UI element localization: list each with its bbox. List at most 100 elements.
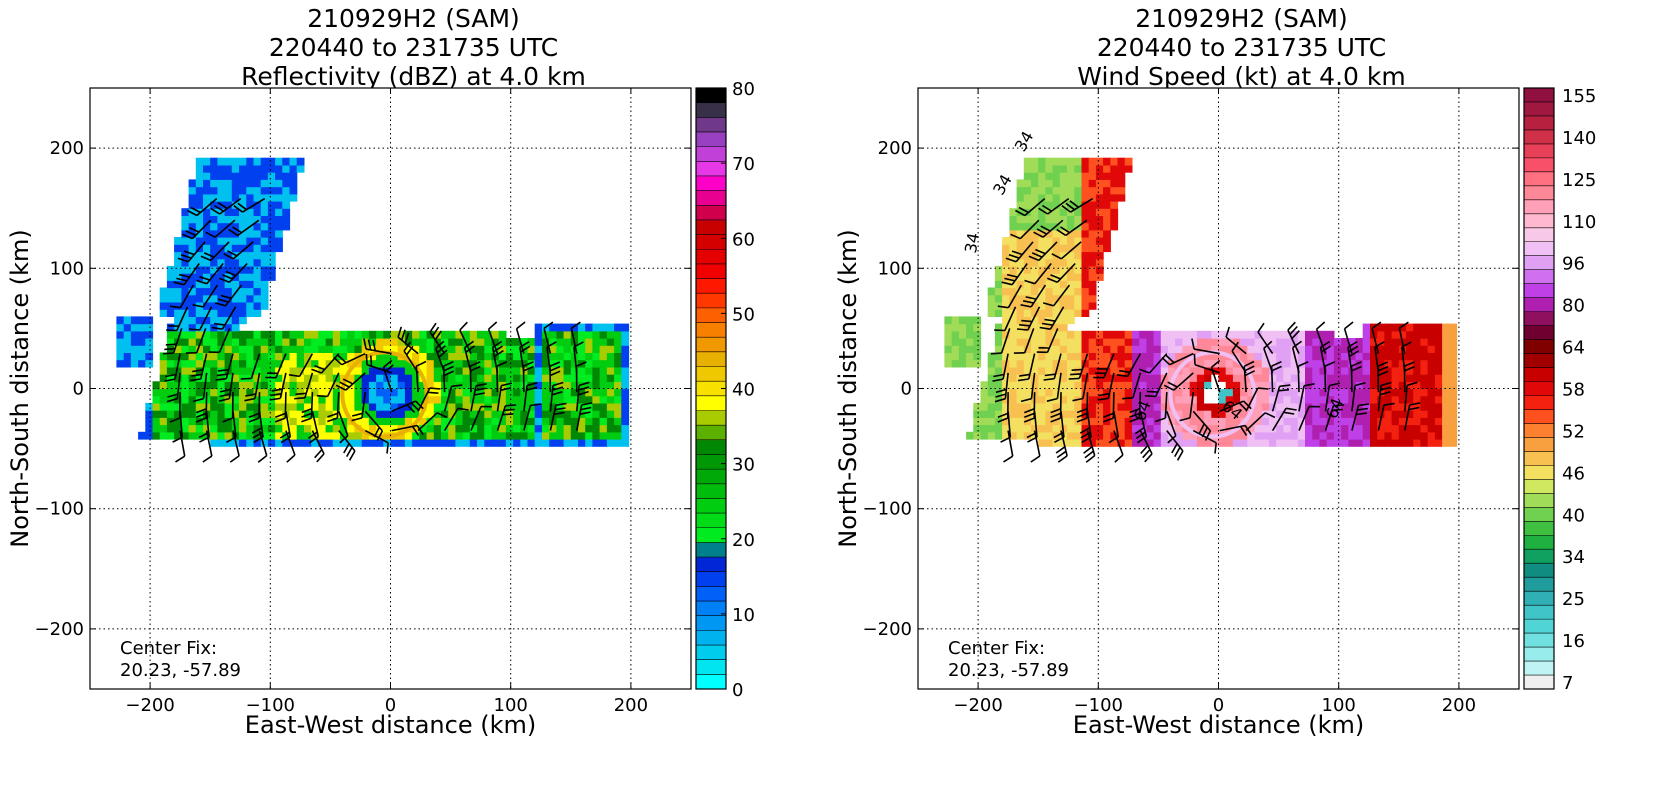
colorbar-segment — [1524, 479, 1554, 494]
colorbar-segment — [1524, 353, 1554, 368]
colorbar-segment — [1524, 507, 1554, 522]
colorbar-segment — [696, 234, 726, 250]
colorbar-segment — [1524, 143, 1554, 159]
colorbar-segment — [1524, 409, 1554, 424]
colorbar-segment — [1524, 171, 1554, 187]
colorbar-segment — [696, 659, 726, 675]
title-storm: 210929H2 (SAM) — [307, 4, 520, 33]
colorbar-segment — [696, 161, 726, 177]
colorbar-segment — [1524, 437, 1554, 452]
colorbar-segment — [1524, 367, 1554, 382]
colorbar-frame — [1523, 87, 1555, 690]
colorbar-segment — [696, 674, 726, 690]
colorbar-segment — [696, 263, 726, 279]
colorbar-segment — [1524, 381, 1554, 396]
colorbar-segment — [696, 88, 726, 104]
chart-title: 210929H2 (SAM) 220440 to 231735 UTC Wind… — [828, 4, 1655, 91]
colorbar-segment — [1524, 269, 1554, 285]
wind-barbs — [162, 197, 593, 463]
y-tick-label: 100 — [878, 258, 912, 279]
colorbar-tick-label: 30 — [732, 455, 755, 476]
y-tick-label: 200 — [50, 138, 84, 159]
colorbar-segment — [696, 146, 726, 162]
colorbar-segment — [696, 439, 726, 455]
colorbar-tick-label: 58 — [1562, 380, 1585, 401]
y-tick-label: −200 — [863, 619, 912, 640]
x-tick-label: 0 — [1213, 695, 1224, 716]
colorbar-segment — [1524, 633, 1554, 648]
colorbar-segment — [696, 601, 726, 617]
colorbar-segment — [1524, 325, 1554, 340]
colorbar-segment — [1524, 88, 1554, 103]
colorbar-segment — [1524, 311, 1554, 327]
y-tick-label: 200 — [878, 138, 912, 159]
colorbar-segment — [1524, 199, 1554, 215]
x-tick-label: −200 — [125, 695, 174, 716]
colorbar: 0 10 20 30 40 50 60 70 80 — [695, 79, 755, 701]
colorbar-segment — [696, 454, 726, 470]
colorbar-segment — [696, 557, 726, 573]
colorbar-segment — [1524, 521, 1554, 536]
x-tick-label: 200 — [1442, 695, 1476, 716]
colorbar-tick-label: 40 — [732, 380, 755, 401]
colorbar-segment — [696, 630, 726, 646]
colorbar-segment — [696, 131, 726, 148]
colorbar-tick-label: 140 — [1562, 128, 1596, 149]
colorbar-tick-label: 7 — [1562, 673, 1573, 694]
colorbar-segment — [696, 381, 726, 397]
colorbar-segment — [1524, 185, 1554, 201]
colorbar-tick-label: 110 — [1562, 212, 1596, 233]
colorbar-segment — [696, 366, 726, 382]
colorbar-segment — [696, 322, 726, 338]
colorbar-segment — [696, 469, 726, 485]
y-tick-label: −100 — [863, 499, 912, 520]
wind-barbs — [990, 197, 1421, 463]
title-storm: 210929H2 (SAM) — [1135, 4, 1348, 33]
x-tick-label: 200 — [614, 695, 648, 716]
colorbar-segment — [1524, 157, 1554, 173]
colorbar-segment — [1524, 591, 1554, 606]
colorbar-segment — [696, 410, 726, 426]
colorbar-tick-label: 64 — [1562, 338, 1585, 359]
title-time-range: 220440 to 231735 UTC — [268, 33, 559, 62]
colorbar-tick-label: 155 — [1562, 86, 1596, 107]
colorbar-segment — [1524, 227, 1554, 243]
colorbar-segment — [1524, 451, 1554, 466]
grid-lines — [90, 88, 691, 689]
reflectivity-panel: 210929H2 (SAM) 220440 to 231735 UTC Refl… — [0, 0, 827, 787]
colorbar-segment — [696, 102, 726, 118]
colorbar-segment — [1524, 563, 1554, 578]
x-axis-label: East-West distance (km) — [245, 711, 536, 739]
colorbar-segment — [696, 278, 726, 294]
colorbar-tick-label: 50 — [732, 304, 755, 325]
colorbar-segment — [1524, 241, 1554, 257]
y-axis-label: North-South distance (km) — [6, 229, 34, 548]
colorbar-segment — [696, 527, 726, 543]
colorbar-segment — [1524, 549, 1554, 564]
colorbar-tick-label: 46 — [1562, 463, 1585, 484]
center-fix-label: Center Fix: — [948, 638, 1045, 659]
chart-title: 210929H2 (SAM) 220440 to 231735 UTC Refl… — [0, 4, 827, 91]
grid-lines — [918, 88, 1519, 689]
x-tick-label: 100 — [494, 695, 528, 716]
colorbar-segment — [696, 571, 726, 587]
colorbar-segment — [1524, 129, 1554, 145]
x-tick-label: 0 — [385, 695, 396, 716]
colorbar-tick-label: 125 — [1562, 170, 1596, 191]
y-tick-label: −200 — [35, 619, 84, 640]
colorbar-tick-label: 34 — [1562, 547, 1585, 568]
center-fix-value: 20.23, -57.89 — [120, 660, 241, 681]
colorbar-segment — [1524, 661, 1554, 676]
colorbar-segment — [1524, 465, 1554, 480]
title-time-range: 220440 to 231735 UTC — [1096, 33, 1387, 62]
y-tick-label: 100 — [50, 258, 84, 279]
colorbar-segment — [1524, 619, 1554, 634]
colorbar-segment — [696, 175, 726, 192]
colorbar-segment — [696, 293, 726, 309]
colorbar-segment — [696, 645, 726, 661]
colorbar-tick-label: 80 — [1562, 296, 1585, 317]
colorbar-segment — [696, 498, 726, 514]
colorbar-segment — [1524, 213, 1554, 229]
colorbar-tick-label: 0 — [732, 680, 743, 701]
